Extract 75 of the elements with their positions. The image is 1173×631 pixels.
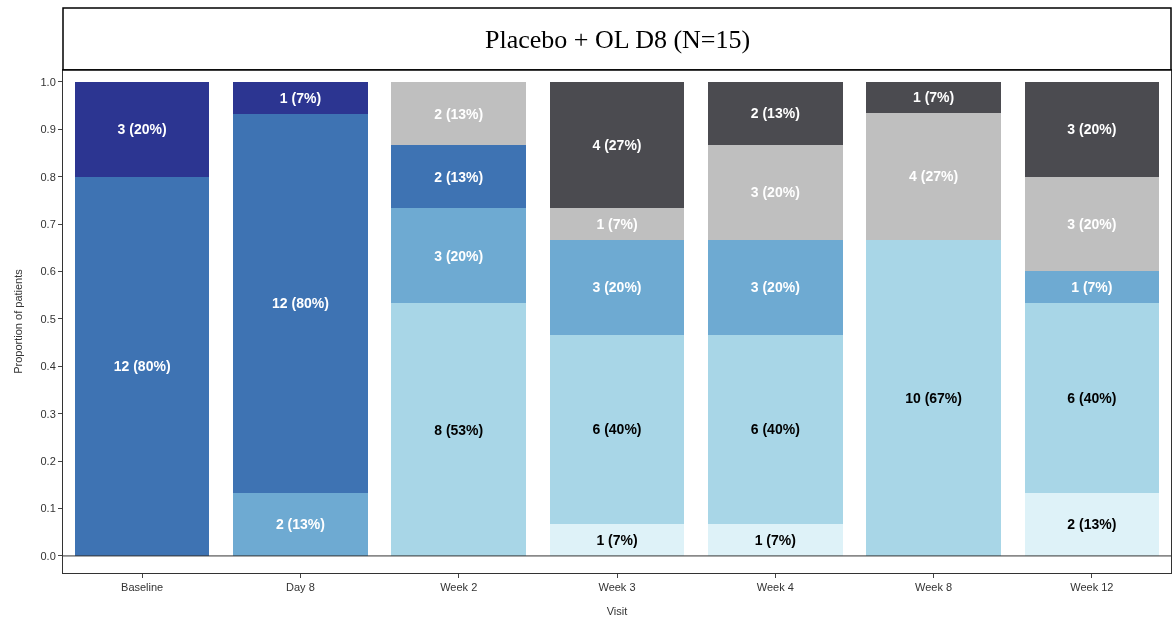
data-label: 6 (40%) — [1067, 390, 1117, 407]
x-tick-label: Week 8 — [915, 581, 953, 594]
bar — [391, 82, 526, 146]
bar — [549, 207, 685, 240]
y-tick-label: 0.7 — [40, 217, 56, 230]
data-label: 3 (20%) — [750, 279, 800, 296]
data-label: 1 (7%) — [279, 89, 322, 106]
x-tick-label: Week 3 — [598, 581, 636, 594]
data-label: 2 (13%) — [750, 105, 800, 122]
bar — [391, 145, 526, 209]
data-label: 3 (20%) — [750, 184, 800, 201]
bar — [233, 492, 368, 556]
data-label: 10 (67%) — [905, 389, 962, 406]
data-label: 2 (13%) — [275, 516, 325, 533]
bar — [549, 524, 685, 556]
bar — [1024, 81, 1160, 177]
y-tick-label: 0.8 — [40, 170, 56, 183]
data-label: 6 (40%) — [750, 421, 800, 438]
bar — [391, 303, 526, 556]
y-tick-label: 0.4 — [40, 360, 56, 373]
data-label: 1 (7%) — [596, 215, 638, 232]
data-label: 4 (27%) — [909, 168, 959, 185]
x-tick-label: Baseline — [121, 581, 164, 594]
data-label: 3 (20%) — [1067, 216, 1117, 233]
x-tick-label: Week 12 — [1070, 581, 1114, 594]
x-tick-label: Day 8 — [286, 581, 315, 594]
bar — [708, 239, 843, 335]
x-axis-title: Visit — [606, 605, 628, 618]
bar — [708, 144, 843, 240]
data-label: 3 (20%) — [1067, 121, 1117, 138]
y-tick-label: 0.5 — [40, 312, 56, 325]
y-tick-label: 0.2 — [40, 454, 56, 467]
data-label: 1 (7%) — [596, 532, 638, 549]
bar — [866, 239, 1001, 556]
data-label: 1 (7%) — [754, 532, 796, 549]
bar — [866, 81, 1001, 114]
y-tick-label: 1.0 — [40, 75, 56, 88]
bar — [233, 81, 368, 114]
y-axis-title: Proportion of patients — [12, 268, 25, 374]
data-label: 6 (40%) — [592, 421, 642, 438]
bar — [708, 524, 843, 556]
y-tick-label: 0.6 — [40, 265, 56, 278]
bar — [1024, 303, 1160, 493]
data-label: 2 (13%) — [434, 105, 484, 122]
data-label: 4 (27%) — [592, 136, 642, 153]
data-label: 2 (13%) — [1067, 516, 1117, 533]
x-tick-label: Week 4 — [756, 581, 794, 594]
data-label: 3 (20%) — [434, 247, 484, 264]
x-tick-label: Week 2 — [440, 581, 478, 594]
bar — [708, 81, 843, 145]
bar — [74, 81, 210, 177]
bar — [391, 208, 526, 304]
y-tick-label: 0.0 — [40, 549, 56, 562]
data-label: 2 (13%) — [434, 168, 484, 185]
y-tick-label: 0.3 — [40, 407, 56, 420]
y-tick-label: 0.9 — [40, 123, 56, 136]
bar — [233, 113, 368, 493]
data-label: 12 (80%) — [113, 358, 171, 375]
bar — [866, 113, 1001, 240]
bar — [549, 334, 685, 525]
bar — [549, 239, 685, 335]
y-tick-label: 0.1 — [40, 502, 56, 515]
bar — [74, 176, 210, 556]
data-label: 12 (80%) — [272, 295, 329, 312]
data-label: 3 (20%) — [592, 279, 642, 296]
bar — [708, 334, 843, 525]
bar — [1024, 492, 1160, 556]
bar — [1024, 176, 1160, 272]
bar — [549, 81, 685, 208]
chart-title: Placebo + OL D8 (N=15) — [485, 25, 751, 54]
bar — [1024, 271, 1160, 304]
data-label: 1 (7%) — [1071, 279, 1113, 296]
data-label: 1 (7%) — [912, 89, 955, 106]
data-label: 8 (53%) — [434, 421, 484, 438]
data-label: 3 (20%) — [117, 121, 167, 138]
